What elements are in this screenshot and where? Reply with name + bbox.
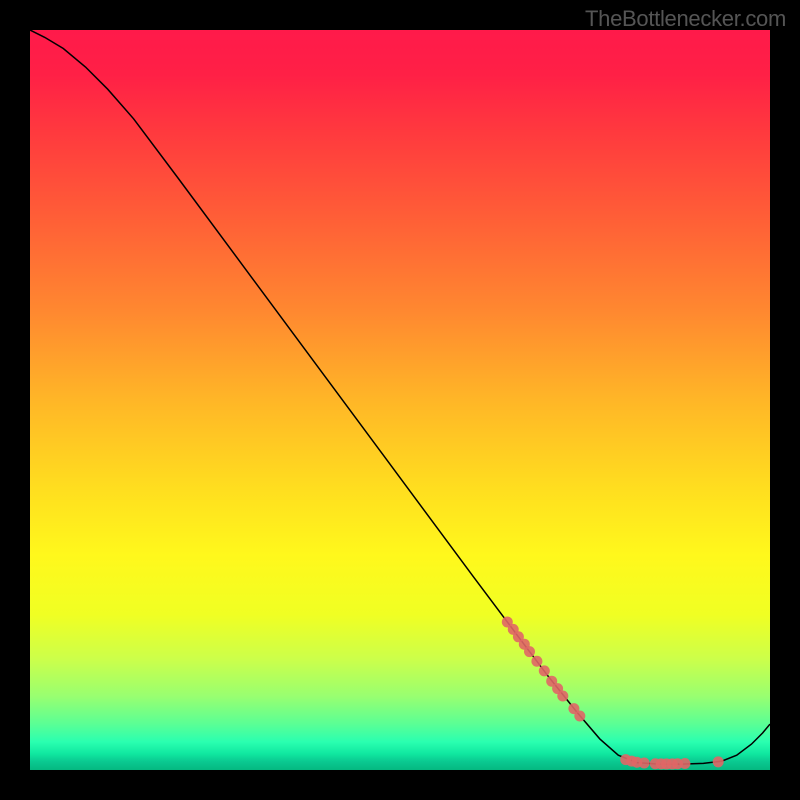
chart-svg <box>30 30 770 770</box>
chart-marker <box>713 756 724 767</box>
watermark-text: TheBottlenecker.com <box>585 6 786 32</box>
chart-marker <box>639 757 650 768</box>
chart-marker <box>557 691 568 702</box>
chart-marker <box>574 710 585 721</box>
chart-marker <box>679 758 690 769</box>
chart-marker <box>531 656 542 667</box>
chart-marker <box>524 646 535 657</box>
chart-background <box>30 30 770 770</box>
chart-marker <box>539 665 550 676</box>
chart-plot-area <box>30 30 770 770</box>
